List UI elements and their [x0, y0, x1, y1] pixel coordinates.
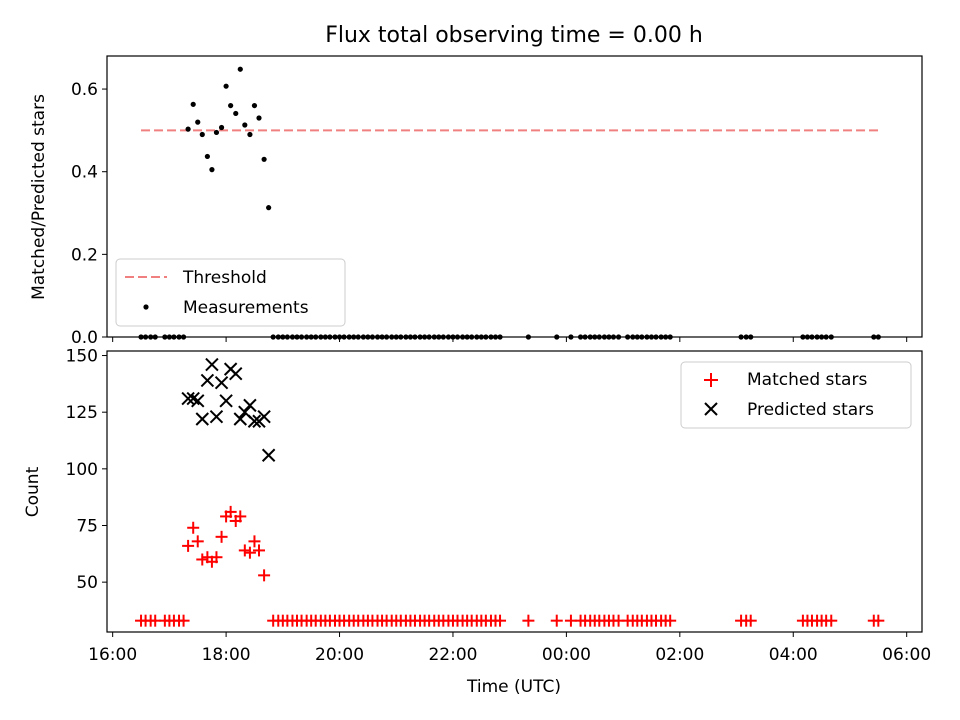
- predicted-star-point: [247, 414, 262, 428]
- matched-star-point: [744, 614, 757, 627]
- measurement-point: [242, 122, 248, 128]
- bottom-y-tick-label: 75: [76, 516, 98, 536]
- predicted-star-point: [200, 373, 215, 388]
- measurement-point: [266, 205, 272, 211]
- legend-threshold-label: Threshold: [182, 268, 267, 288]
- legend-matched-swatch: [704, 373, 718, 387]
- measurement-point: [199, 131, 205, 138]
- matched-star-point: [196, 553, 209, 566]
- predicted-star-point: [257, 410, 271, 424]
- predicted-star-point: [191, 394, 205, 408]
- x-tick-label: 04:00: [769, 645, 818, 665]
- x-tick-label: 16:00: [88, 645, 137, 665]
- predicted-star-point: [214, 376, 229, 390]
- predicted-star-point: [195, 412, 209, 426]
- predicted-star-point: [209, 410, 224, 424]
- x-tick-label: 22:00: [428, 645, 477, 665]
- measurement-point: [261, 156, 267, 162]
- top-legend-box: [115, 258, 346, 327]
- measurement-point: [209, 167, 215, 173]
- matched-star-point: [224, 505, 237, 518]
- matched-star-point: [258, 569, 271, 582]
- measurement-point: [195, 119, 201, 125]
- matched-star-point: [238, 544, 251, 557]
- matched-star-point: [248, 535, 261, 548]
- legend-predicted-swatch: [704, 402, 718, 416]
- matched-star-point: [234, 510, 247, 523]
- top-y-tick-label: 0.0: [71, 328, 98, 348]
- measurement-point: [228, 102, 234, 109]
- top-y-tick-label: 0.6: [71, 80, 98, 100]
- x-tick-label: 18:00: [202, 645, 251, 665]
- bottom-plot-area: [135, 357, 885, 627]
- top-y-tick-label: 0.2: [71, 245, 98, 265]
- predicted-star-point: [219, 394, 233, 408]
- measurement-point: [233, 110, 239, 117]
- matched-star-point: [177, 614, 190, 627]
- bottom-axes-frame: [106, 350, 923, 633]
- matched-star-point: [825, 614, 838, 627]
- matched-star-point: [252, 544, 265, 557]
- legend-measurements-label: Measurements: [183, 298, 309, 318]
- measurement-point: [190, 101, 196, 107]
- top-y-axis-label: Matched/Predicted stars: [29, 94, 49, 300]
- measurement-point: [204, 153, 210, 160]
- bottom-y-tick-label: 150: [66, 347, 98, 367]
- top-x-ticks: [112, 337, 908, 342]
- measurement-point: [251, 102, 258, 109]
- legend-measurements-swatch: [143, 304, 149, 310]
- bottom-x-ticks: 16:00 18:00 20:00 22:00 00:00 02:00 04:00 06:00: [88, 632, 931, 665]
- bottom-panel: 50 75 100 125 150 16:00 18:00 20:00 22:00 00:00 0…: [23, 347, 931, 697]
- measurement-point: [247, 131, 253, 138]
- x-axis-label: Time (UTC): [466, 677, 561, 697]
- matched-star-point: [494, 614, 507, 627]
- predicted-star-point: [233, 412, 247, 426]
- bottom-y-tick-label: 125: [66, 403, 98, 423]
- measurement-point: [237, 66, 243, 72]
- measurement-point: [218, 124, 225, 131]
- predicted-star-point: [261, 448, 276, 462]
- matched-star-point: [522, 614, 535, 627]
- matched-star-point: [210, 551, 223, 564]
- measurement-point: [256, 115, 262, 121]
- matched-star-point: [664, 614, 677, 627]
- matched-star-point: [182, 539, 195, 552]
- predicted-star-point: [243, 398, 257, 413]
- x-tick-label: 02:00: [655, 645, 704, 665]
- top-axes-frame: [106, 55, 923, 338]
- x-tick-label: 00:00: [542, 645, 591, 665]
- bottom-y-tick-label: 50: [76, 573, 98, 593]
- matched-star-point: [187, 521, 200, 534]
- x-tick-label: 06:00: [882, 645, 931, 665]
- legend-predicted-label: Predicted stars: [747, 400, 874, 420]
- matched-star-point: [872, 614, 885, 627]
- measurement-point: [223, 83, 229, 89]
- matched-star-point: [243, 546, 256, 559]
- bottom-y-axis-label: Count: [23, 466, 43, 517]
- bottom-legend: Matched stars Predicted stars: [680, 361, 912, 429]
- top-panel: 0.0 0.2 0.4 0.6 Matched/Predicted stars Thr…: [29, 55, 923, 348]
- x-tick-label: 20:00: [315, 645, 364, 665]
- chart-title: Flux total observing time = 0.00 h: [325, 23, 703, 48]
- top-legend: Threshold Measurements: [115, 258, 346, 327]
- legend-matched-label: Matched stars: [747, 370, 867, 390]
- bottom-y-ticks: 50 75 100 125 150: [66, 347, 107, 593]
- bottom-legend-box: [680, 361, 912, 429]
- measurement-point: [185, 126, 191, 132]
- top-y-tick-label: 0.4: [71, 163, 98, 183]
- matched-star-point: [191, 535, 204, 548]
- top-y-ticks: 0.0 0.2 0.4 0.6: [71, 80, 107, 348]
- predicted-star-point: [205, 357, 219, 372]
- bottom-y-tick-label: 100: [66, 460, 98, 480]
- matched-star-point: [215, 530, 228, 543]
- matched-star-point: [550, 614, 563, 627]
- measurement-point: [213, 129, 220, 136]
- predicted-star-point: [229, 366, 243, 381]
